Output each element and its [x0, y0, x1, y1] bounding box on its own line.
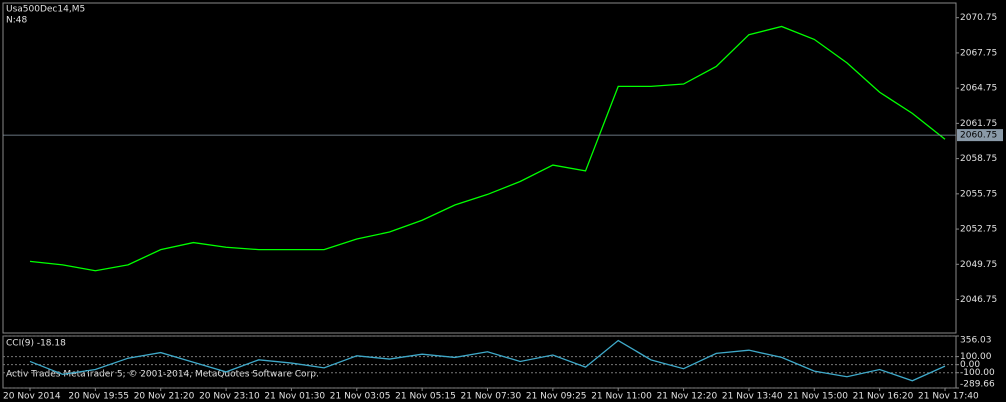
x-tick-label: 21 Nov 12:20	[657, 392, 718, 402]
y-tick-label: 2064.75	[960, 84, 997, 94]
y-tick-label: 2067.75	[960, 48, 997, 58]
x-tick-label: 20 Nov 23:10	[199, 392, 260, 402]
last-price-box	[957, 129, 1003, 142]
y-tick-label: -100.00	[960, 368, 995, 378]
y-tick-label: 2058.75	[960, 154, 997, 164]
footer: Activ Trades MetaTrader 5, © 2001-2014, …	[6, 370, 319, 380]
x-tick-label: 21 Nov 15:00	[787, 392, 848, 402]
chart-subtitle: N:48	[6, 16, 27, 26]
y-tick-label: 2055.75	[960, 189, 997, 199]
x-tick-label: 21 Nov 01:30	[264, 392, 325, 402]
indicator-title: CCI(9) -18.18	[6, 339, 66, 349]
x-tick-label: 21 Nov 03:05	[330, 392, 391, 402]
y-tick-label: 2046.75	[960, 295, 997, 305]
x-tick-label: 21 Nov 05:15	[395, 392, 456, 402]
y-tick-label: 100.00	[960, 352, 992, 362]
y-tick-label: 2049.75	[960, 260, 997, 270]
x-tick-label: 21 Nov 07:30	[461, 392, 522, 402]
y-tick-label: 2052.75	[960, 225, 997, 235]
x-tick-label: 21 Nov 11:00	[591, 392, 652, 402]
last-price-label: 2060.75	[960, 131, 997, 141]
price-panel	[2, 2, 957, 334]
x-tick-label: 21 Nov 16:20	[853, 392, 914, 402]
y-tick-label: 2061.75	[960, 119, 997, 129]
x-tick-label: 21 Nov 13:40	[722, 392, 783, 402]
price-line	[29, 339, 946, 382]
y-tick-label: 0.00	[960, 360, 980, 370]
y-tick-label: 2070.75	[960, 13, 997, 23]
x-tick-label: 20 Nov 21:20	[134, 392, 195, 402]
y-tick-label: -289.66	[960, 380, 995, 390]
chart-title: Usa500Dec14,M5	[6, 5, 85, 15]
y-tick-label: 356.03	[960, 336, 992, 346]
x-tick-label: 21 Nov 17:40	[918, 392, 979, 402]
x-tick-label: 20 Nov 19:55	[68, 392, 129, 402]
price-line	[29, 25, 946, 272]
x-tick-label: 21 Nov 09:25	[526, 392, 587, 402]
x-tick-label: 20 Nov 2014	[3, 392, 61, 402]
